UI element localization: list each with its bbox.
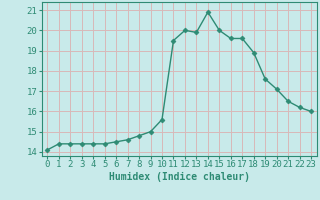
X-axis label: Humidex (Indice chaleur): Humidex (Indice chaleur) bbox=[109, 172, 250, 182]
